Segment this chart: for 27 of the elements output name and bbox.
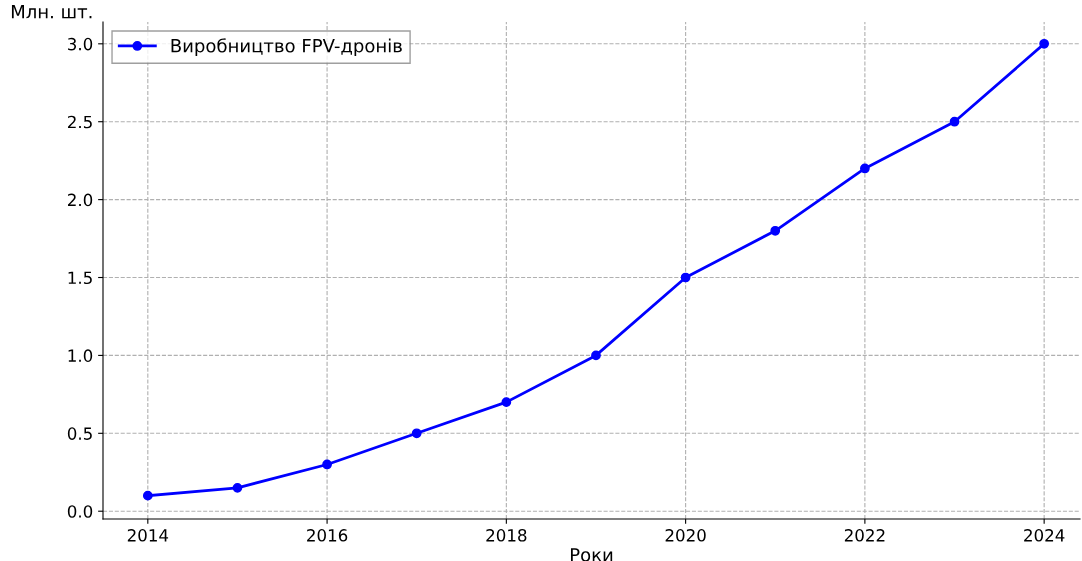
legend-label: Виробництво FPV-дронів <box>171 38 402 57</box>
y-axis-title: Млн. шт. <box>11 5 92 19</box>
y-tick-label: 3.0 <box>68 37 93 51</box>
point <box>411 428 422 439</box>
point <box>501 397 512 408</box>
point <box>232 482 243 493</box>
x-tick-label: 2024 <box>1024 529 1065 542</box>
point <box>1039 38 1050 49</box>
y-tick-label: 1.5 <box>68 271 92 285</box>
point <box>949 116 960 127</box>
x-tick-label: 2014 <box>127 529 169 542</box>
y-tick-label: 0.0 <box>67 505 93 518</box>
x-tick-label: 2018 <box>486 529 527 542</box>
x-axis-title: Роки <box>570 548 613 561</box>
point <box>142 490 153 501</box>
y-tick-label: 0.5 <box>67 427 92 440</box>
y-tick-label: 2.0 <box>67 193 93 207</box>
y-tick-label: 1.0 <box>68 349 93 362</box>
point <box>591 350 601 361</box>
point <box>322 459 332 470</box>
x-tick-label: 2020 <box>665 529 706 542</box>
x-tick-label: 2022 <box>844 529 885 542</box>
point <box>860 163 870 174</box>
point <box>770 225 781 236</box>
point <box>680 272 691 283</box>
y-tick-label: 2.5 <box>67 115 92 129</box>
x-tick-label: 2016 <box>307 529 348 542</box>
